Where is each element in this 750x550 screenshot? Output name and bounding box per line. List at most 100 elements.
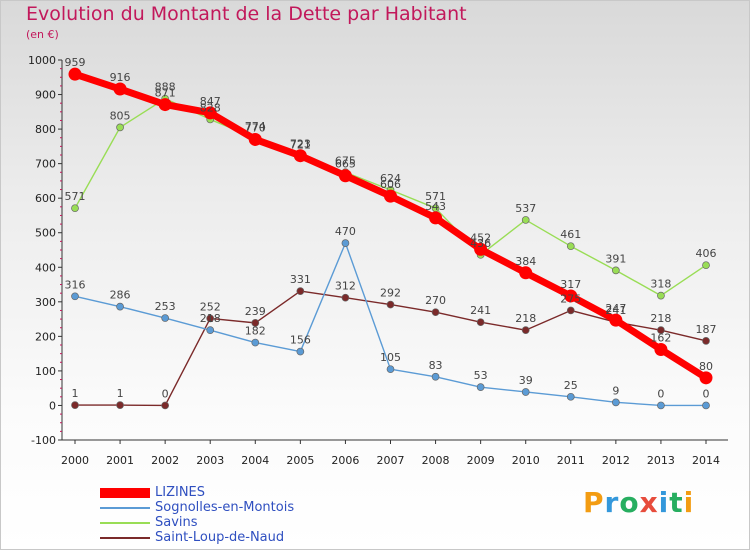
data-label: 53 [474, 369, 488, 382]
logo-letter: P [583, 486, 605, 519]
data-point [296, 347, 305, 356]
data-point [699, 371, 713, 385]
data-label: 406 [696, 247, 717, 260]
data-point [341, 293, 350, 302]
data-point [521, 326, 530, 334]
data-point [657, 291, 665, 300]
data-point [248, 132, 262, 146]
data-label: 182 [245, 325, 266, 338]
data-labels: 959 916 871 847 770 723 665 606 543 452 384 317 247 1… [65, 56, 717, 400]
data-label: 316 [65, 278, 86, 291]
data-label: 470 [335, 225, 356, 238]
legend-swatch [100, 522, 150, 524]
y-axis: -100 0 100 200 300 400 500 600 700 800 900 1000 [28, 54, 63, 447]
data-point [386, 300, 395, 309]
data-point [612, 398, 620, 407]
data-point [296, 287, 305, 295]
data-point [566, 392, 575, 401]
data-label: 847 [200, 95, 221, 108]
y-tick-label: 600 [35, 192, 56, 205]
y-tick-label: 1000 [28, 54, 56, 67]
data-label: 317 [560, 278, 581, 291]
data-point [476, 318, 485, 327]
data-point [338, 169, 352, 183]
chart-title: Evolution du Montant de la Dette par Hab… [26, 3, 467, 25]
data-label: 871 [155, 87, 176, 100]
y-tick-label: 300 [35, 296, 56, 309]
y-tick-label: 500 [35, 227, 56, 240]
data-label: 606 [380, 178, 401, 191]
data-point [116, 123, 124, 132]
x-tick-label: 2008 [422, 454, 450, 467]
data-label: 318 [650, 278, 671, 291]
legend-label: Savins [155, 515, 198, 530]
data-point [519, 266, 533, 280]
data-label: 0 [657, 387, 664, 400]
data-label: 156 [290, 334, 311, 347]
data-label: 571 [65, 190, 86, 203]
x-tick-label: 2013 [647, 454, 675, 467]
data-point [431, 372, 440, 381]
logo-letter: r [604, 486, 620, 519]
data-point [566, 306, 575, 315]
data-point [113, 82, 127, 96]
logo-letter: i [658, 486, 670, 519]
y-tick-label: 0 [49, 399, 56, 412]
data-label: 916 [110, 71, 131, 84]
data-label: 384 [515, 255, 536, 268]
legend-swatch [100, 537, 150, 539]
data-label: 187 [696, 323, 717, 336]
data-label: 218 [515, 312, 536, 325]
data-point [564, 289, 578, 303]
data-label: 83 [429, 359, 443, 372]
y-tick-label: 100 [35, 365, 56, 378]
data-label: 723 [290, 138, 311, 151]
x-tick-label: 2011 [557, 454, 585, 467]
data-label: 270 [425, 294, 446, 307]
data-point [654, 342, 668, 356]
data-point [116, 401, 124, 409]
x-tick-label: 2003 [196, 454, 224, 467]
y-tick-label: 800 [35, 123, 56, 136]
data-point [206, 326, 215, 334]
series-line-0 [73, 70, 708, 381]
data-point [341, 239, 350, 247]
data-label: 25 [564, 379, 578, 392]
legend-swatch [100, 488, 150, 498]
logo-letter: x [639, 486, 659, 519]
data-label: 675 [335, 154, 356, 167]
data-label: 537 [515, 202, 536, 215]
data-label: 888 [155, 81, 176, 94]
data-label: 770 [245, 121, 266, 134]
chart-subtitle: (en €) [26, 28, 59, 41]
data-point [429, 211, 443, 225]
data-label: 162 [650, 331, 671, 344]
series-lines [68, 67, 713, 410]
logo-letter: t [669, 486, 684, 519]
data-label: 461 [560, 228, 581, 241]
data-point [68, 67, 82, 81]
y-tick-label: 900 [35, 89, 56, 102]
data-point [71, 401, 79, 409]
data-label: 275 [560, 292, 581, 305]
data-point [657, 401, 665, 410]
data-label: 286 [110, 289, 131, 302]
y-tick-label: -100 [31, 434, 56, 447]
data-point [161, 401, 169, 410]
legend-swatch [100, 507, 150, 509]
data-label: 218 [200, 312, 221, 325]
data-point [612, 266, 620, 275]
x-tick-label: 2001 [106, 454, 134, 467]
data-point [657, 326, 665, 334]
data-point [702, 401, 710, 410]
data-point [293, 149, 307, 163]
data-point [474, 242, 488, 256]
data-point [116, 302, 124, 311]
data-label: 0 [162, 387, 169, 400]
legend-label: Saint-Loup-de-Naud [155, 530, 285, 545]
data-label: 828 [200, 101, 221, 114]
data-point [702, 261, 710, 270]
data-label: 80 [699, 360, 713, 373]
y-tick-label: 200 [35, 330, 56, 343]
